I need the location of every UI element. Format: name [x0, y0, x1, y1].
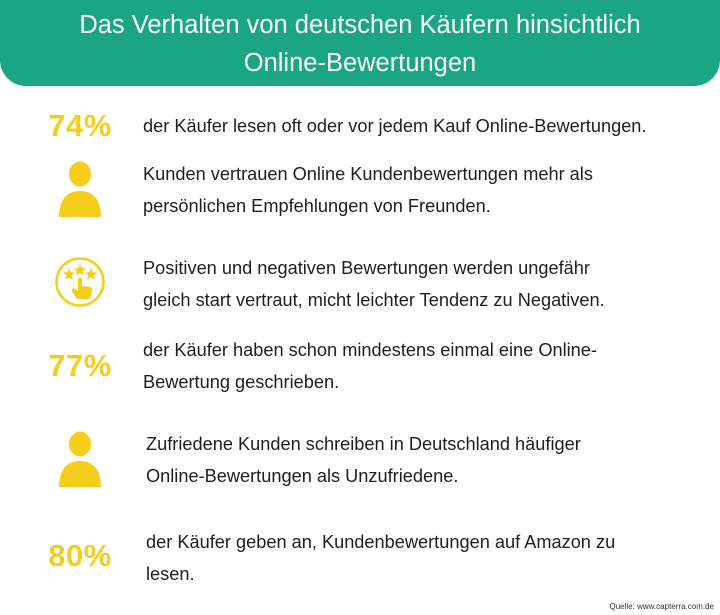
fact-text-line: der Käufer geben an, Kundenbewertungen a…: [146, 532, 616, 552]
fact-text-line: der Käufer haben schon mindestens einmal…: [143, 340, 597, 360]
fact-text: Zufriedene Kunden schreiben in Deutschla…: [146, 428, 716, 492]
stat-74-percent: 74%: [32, 108, 128, 144]
stat-77-percent: 77%: [32, 346, 128, 386]
fact-text-line: Online-Bewertungen als Unzufriedene.: [146, 466, 459, 486]
title-line-1: Das Verhalten von deutschen Käufern hins…: [79, 11, 641, 39]
source-note: Quelle: www.capterra.com.de: [609, 602, 715, 611]
fact-text-line: Bewertung geschrieben.: [143, 372, 340, 392]
header-banner: Das Verhalten von deutschen Käufern hins…: [0, 0, 720, 86]
stat-80-percent: 80%: [32, 536, 128, 576]
stat-value: 74%: [48, 108, 112, 143]
stat-value: 80%: [48, 538, 112, 573]
fact-text-line: der Käufer lesen oft oder vor jedem Kauf…: [143, 116, 647, 136]
fact-text-line: Kunden vertrauen Online Kundenbewertunge…: [143, 164, 593, 184]
fact-text: der Käufer lesen oft oder vor jedem Kauf…: [143, 110, 713, 142]
fact-text-line: gleich start vertraut, micht leichter Te…: [143, 290, 605, 310]
fact-text: Positiven und negativen Bewertungen werd…: [143, 252, 713, 316]
fact-text: der Käufer haben schon mindestens einmal…: [143, 334, 713, 398]
person-icon: [32, 428, 128, 492]
fact-text-line: persönlichen Empfehlungen von Freunden.: [143, 196, 491, 216]
rating-hand-icon: [32, 250, 128, 314]
fact-text-line: Zufriedene Kunden schreiben in Deutschla…: [146, 434, 581, 454]
stat-value: 77%: [48, 348, 112, 383]
person-icon: [32, 158, 128, 222]
fact-text: Kunden vertrauen Online Kundenbewertunge…: [143, 158, 713, 222]
title-line-2: Online-Bewertungen: [243, 49, 477, 77]
fact-text-line: lesen.: [146, 564, 195, 584]
fact-text-line: Positiven und negativen Bewertungen werd…: [143, 258, 590, 278]
fact-text: der Käufer geben an, Kundenbewertungen a…: [146, 526, 716, 590]
